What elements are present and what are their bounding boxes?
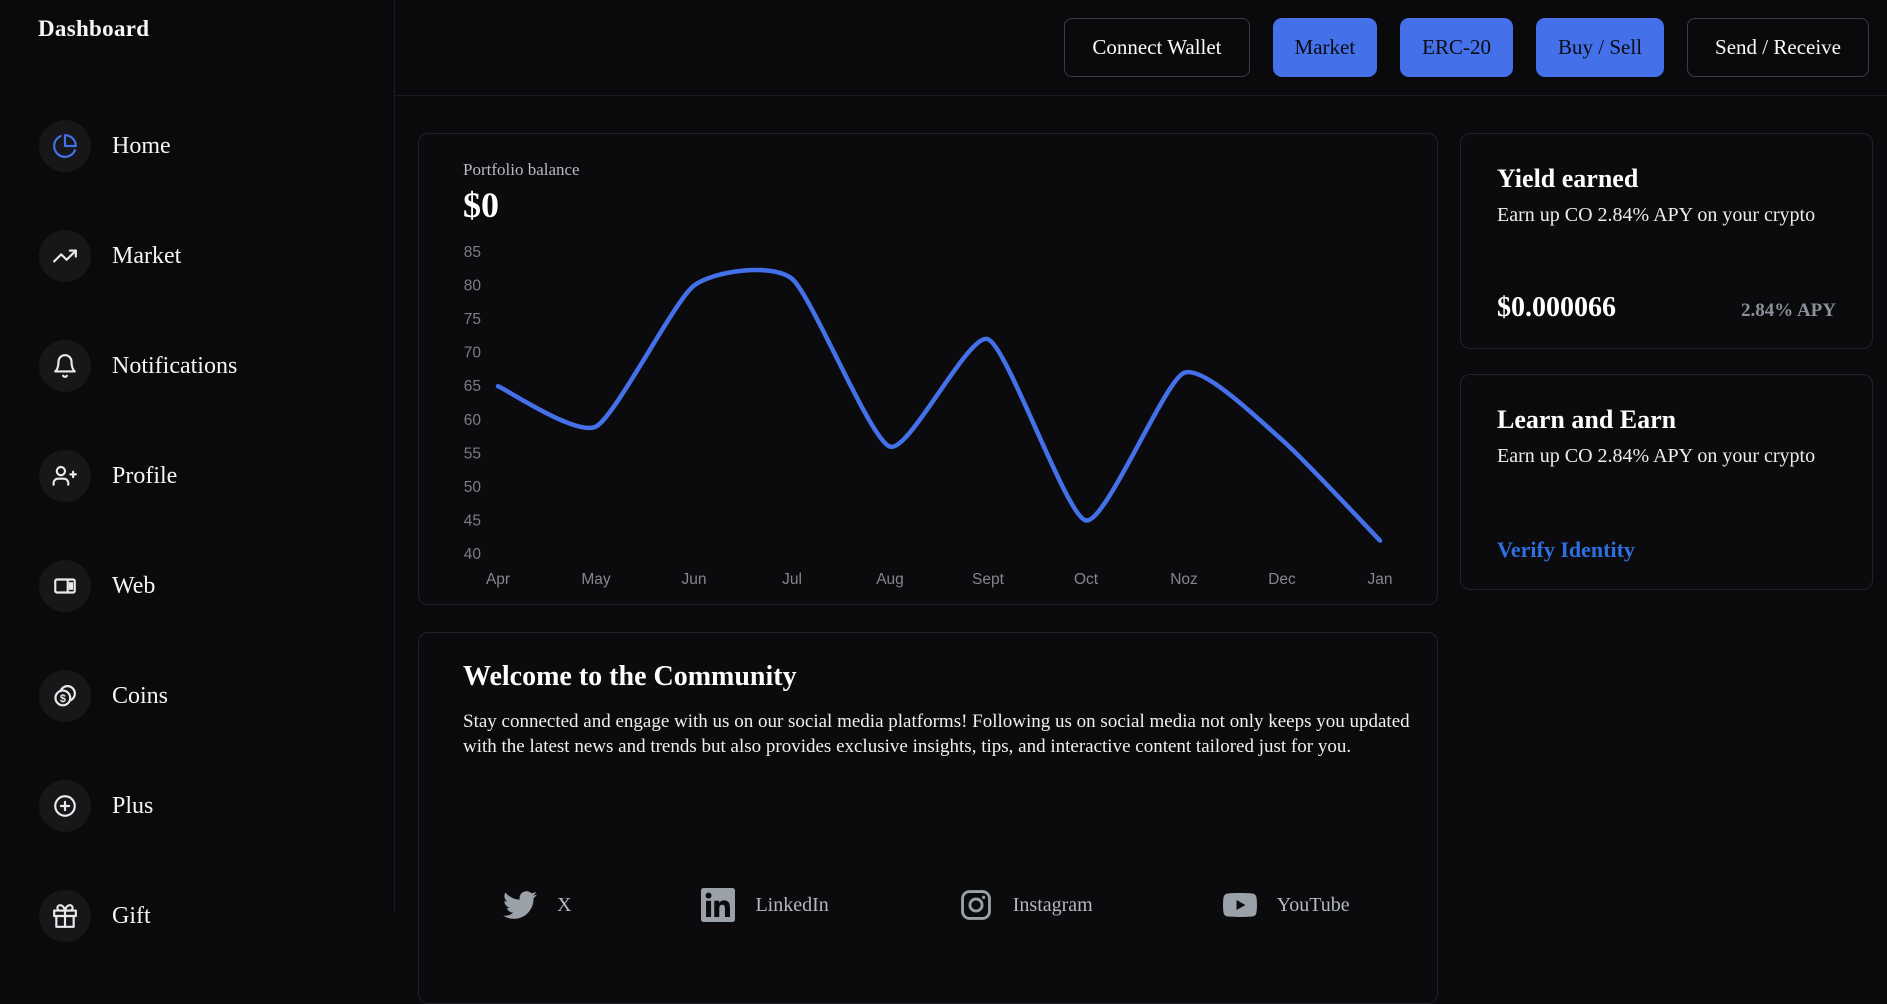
svg-text:$: $ xyxy=(60,693,66,705)
yield-card: Yield earned Earn up CO 2.84% APY on you… xyxy=(1460,133,1873,349)
sidebar-item-label: Profile xyxy=(112,462,178,489)
social-link-label: LinkedIn xyxy=(755,893,829,916)
chart-tick-label: 60 xyxy=(464,412,482,429)
sidebar-item-notifications[interactable]: Notifications xyxy=(39,340,237,392)
sidebar-item-label: Market xyxy=(112,242,182,269)
chart-tick-label: Dec xyxy=(1268,571,1296,588)
social-links: X LinkedIn Instagram YouTube xyxy=(503,888,1350,922)
sidebar-item-coins[interactable]: $ Coins xyxy=(39,670,237,722)
social-link-x[interactable]: X xyxy=(503,888,571,922)
sidebar-item-label: Gift xyxy=(112,902,151,929)
yield-amount: $0.000066 xyxy=(1497,292,1616,323)
user-plus-icon xyxy=(39,450,91,502)
learn-card: Learn and Earn Earn up CO 2.84% APY on y… xyxy=(1460,374,1873,590)
instagram-icon xyxy=(959,888,993,922)
linkedin-icon xyxy=(701,888,736,922)
coins-icon: $ xyxy=(39,670,91,722)
portfolio-balance-label: Portfolio balance xyxy=(463,160,580,179)
portfolio-balance-value: $0 xyxy=(463,185,499,225)
connect-wallet-button[interactable]: Connect Wallet xyxy=(1064,18,1250,77)
chart-tick-label: Noz xyxy=(1170,571,1198,588)
chart-tick-label: Aug xyxy=(876,571,904,588)
social-link-instagram[interactable]: Instagram xyxy=(959,888,1093,922)
erc-20-button[interactable]: ERC-20 xyxy=(1400,18,1514,77)
social-link-label: YouTube xyxy=(1276,893,1350,916)
sidebar-item-label: Notifications xyxy=(112,352,238,379)
social-link-label: Instagram xyxy=(1012,893,1093,916)
community-card: Welcome to the Community Stay connected … xyxy=(418,632,1438,1004)
chart-tick-label: Jun xyxy=(682,571,707,588)
social-link-linkedin[interactable]: LinkedIn xyxy=(701,888,829,922)
chart-tick-label: 65 xyxy=(464,378,481,395)
chart-tick-label: 75 xyxy=(464,311,481,328)
community-body: Stay connected and engage with us on our… xyxy=(463,711,1410,757)
bell-icon xyxy=(39,340,91,392)
chart-tick-label: 80 xyxy=(464,278,482,295)
chart-line-series xyxy=(495,267,1383,543)
yield-apy-badge: 2.84% APY xyxy=(1741,300,1836,321)
chart-tick-label: 55 xyxy=(464,445,481,462)
youtube-icon xyxy=(1222,888,1257,922)
gift-icon xyxy=(39,890,91,942)
sidebar-item-gift[interactable]: Gift xyxy=(39,890,237,942)
chart-tick-label: 85 xyxy=(464,244,481,261)
sidebar: Dashboard Home Market Notifications Profile… xyxy=(0,0,395,942)
chart-tick-label: Oct xyxy=(1074,571,1099,588)
chart-tick-label: Jan xyxy=(1368,571,1393,588)
portfolio-card: Portfolio balance $0 85 80 75 70 65 60 55 50 45 4… xyxy=(418,133,1438,605)
learn-card-title: Learn and Earn xyxy=(1497,405,1677,434)
yield-card-title: Yield earned xyxy=(1497,164,1639,193)
sidebar-item-profile[interactable]: Profile xyxy=(39,450,237,502)
learn-card-subtitle: Earn up CO 2.84% APY on your crypto xyxy=(1497,445,1816,467)
market-button[interactable]: Market xyxy=(1272,18,1378,77)
send-receive-button[interactable]: Send / Receive xyxy=(1687,18,1869,77)
verify-identity-link[interactable]: Verify Identity xyxy=(1497,537,1635,562)
sidebar-item-home[interactable]: Home xyxy=(39,120,237,172)
sidebar-item-plus[interactable]: Plus xyxy=(39,780,237,832)
chart-tick-label: May xyxy=(581,571,611,588)
page-title: Dashboard xyxy=(38,16,150,41)
chart-tick-label: Apr xyxy=(486,571,510,588)
buy-sell-button[interactable]: Buy / Sell xyxy=(1536,18,1665,77)
twitter-icon xyxy=(503,888,537,922)
sidebar-item-label: Coins xyxy=(112,682,169,709)
chart-tick-label: 45 xyxy=(464,512,481,529)
sidebar-item-label: Home xyxy=(112,132,171,159)
yield-card-subtitle: Earn up CO 2.84% APY on your crypto xyxy=(1497,204,1816,226)
social-link-label: X xyxy=(557,893,572,916)
trending-up-icon xyxy=(39,230,91,282)
chart-tick-label: Jul xyxy=(782,571,802,588)
chart-tick-label: 40 xyxy=(464,546,482,563)
sidebar-item-web[interactable]: Web xyxy=(39,560,237,612)
chart-tick-label: 70 xyxy=(464,345,482,362)
sidebar-nav: Home Market Notifications Profile Web $ Coins P… xyxy=(39,120,237,942)
yield-row: $0.000066 2.84% APY xyxy=(1497,292,1836,324)
chart-tick-label: Sept xyxy=(972,571,1005,588)
sidebar-item-label: Plus xyxy=(112,792,154,819)
topbar: Connect Wallet Market ERC-20 Buy / Sell Send… xyxy=(395,0,1887,96)
social-link-youtube[interactable]: YouTube xyxy=(1222,888,1350,922)
plus-circle-icon xyxy=(39,780,91,832)
community-title: Welcome to the Community xyxy=(463,661,797,692)
sidebar-item-market[interactable]: Market xyxy=(39,230,237,282)
browser-icon xyxy=(39,560,91,612)
sidebar-item-label: Web xyxy=(112,572,156,599)
pie-chart-icon xyxy=(39,120,91,172)
chart-tick-label: 50 xyxy=(464,479,482,496)
